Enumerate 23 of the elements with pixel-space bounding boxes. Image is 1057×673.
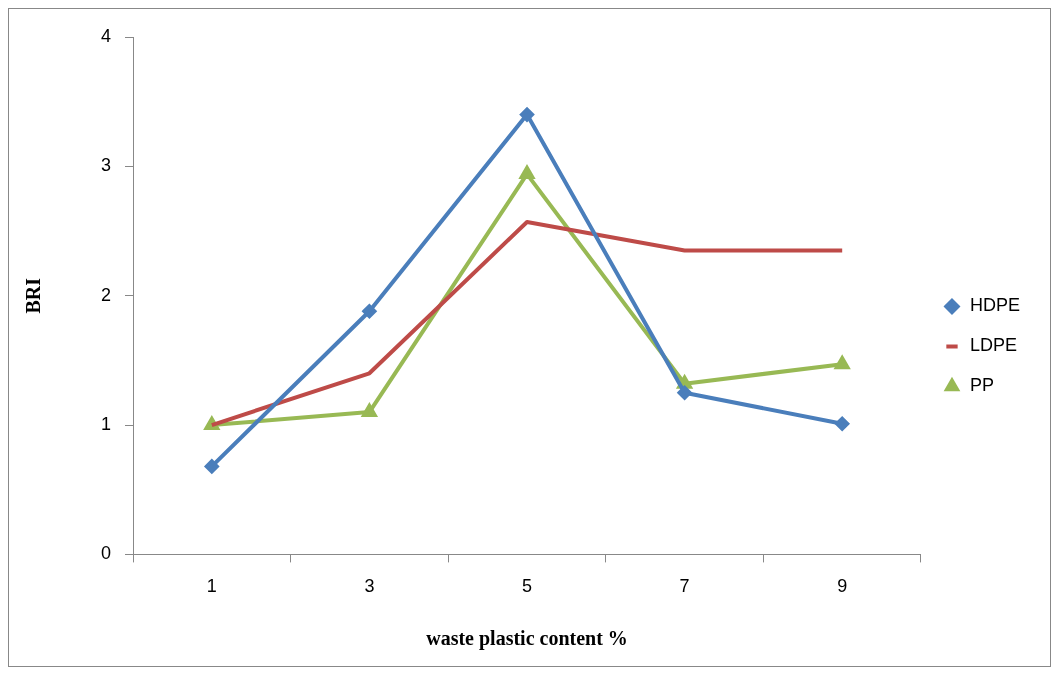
y-tick-label: 3 bbox=[101, 155, 112, 176]
legend-label: PP bbox=[969, 375, 995, 396]
point bbox=[204, 459, 219, 474]
y-axis-title: BRI bbox=[22, 277, 45, 314]
point bbox=[519, 166, 535, 180]
x-tick-label: 3 bbox=[364, 576, 375, 597]
point bbox=[362, 404, 377, 418]
x-axis-title: waste plastic content % bbox=[426, 627, 628, 651]
y-tick-label: 0 bbox=[101, 543, 112, 564]
y-tick-label: 1 bbox=[101, 414, 112, 435]
x-tick-label: 7 bbox=[679, 576, 690, 597]
point bbox=[362, 304, 377, 319]
legend-label: HDPE bbox=[969, 295, 1021, 316]
point bbox=[520, 107, 534, 122]
x-tick-label: 9 bbox=[837, 576, 848, 597]
x-tick-label: 1 bbox=[206, 576, 217, 597]
y-tick-label: 2 bbox=[101, 284, 112, 305]
point bbox=[677, 385, 692, 400]
point bbox=[835, 416, 850, 431]
point bbox=[835, 356, 850, 370]
y-tick-label: 4 bbox=[101, 25, 112, 46]
x-tick-label: 5 bbox=[521, 576, 533, 597]
legend-label: LDPE bbox=[969, 335, 1018, 356]
